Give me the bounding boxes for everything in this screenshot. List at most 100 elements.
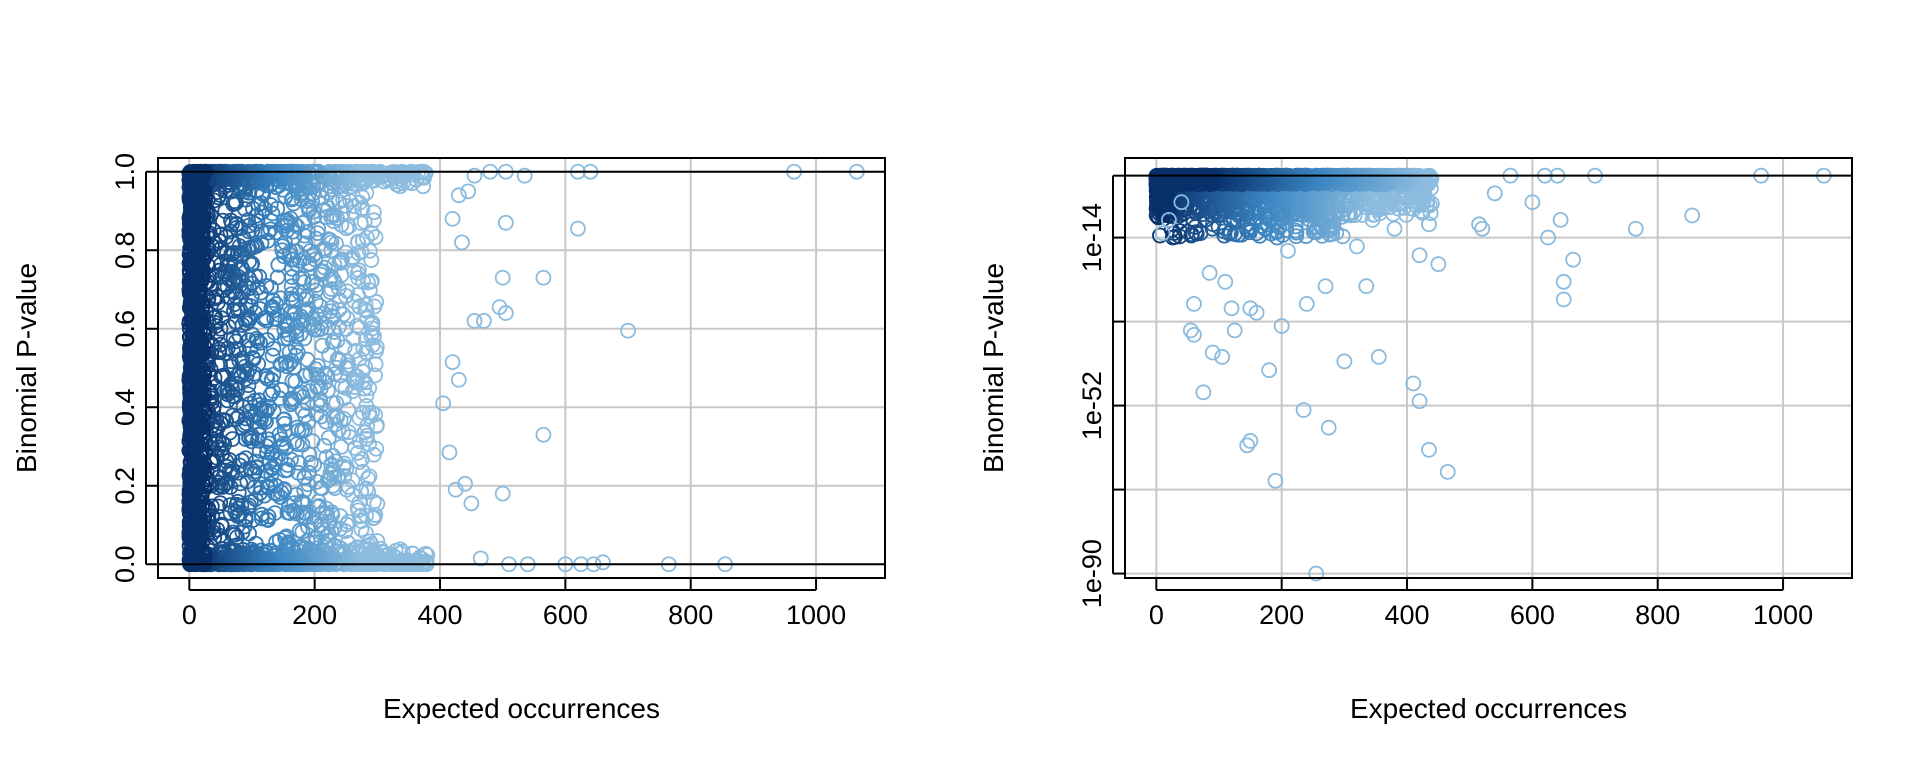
outlier-point <box>1320 419 1337 436</box>
data-point <box>283 390 300 407</box>
outlier-point <box>1486 185 1503 202</box>
y-tick-label: 0.2 <box>110 467 140 505</box>
point-cloud <box>1148 167 1832 582</box>
data-point <box>222 497 239 514</box>
data-point <box>265 383 281 399</box>
x-tick-label: 400 <box>417 600 462 630</box>
data-point <box>213 368 230 385</box>
data-point <box>259 332 276 348</box>
y-tick-label: 1e-14 <box>1077 203 1107 272</box>
data-point <box>340 218 357 235</box>
right-panel-log-scale: 0 200 400 600 800 10001e-901e-521e-14Expected… <box>978 157 1853 724</box>
data-point <box>234 524 251 541</box>
data-point <box>264 347 281 364</box>
data-point <box>364 555 380 572</box>
outlier-point <box>1552 211 1569 228</box>
data-point <box>333 438 350 455</box>
outlier-point <box>1280 242 1296 259</box>
data-point <box>305 247 322 264</box>
outlier-point <box>466 312 483 329</box>
data-point <box>273 382 290 398</box>
data-point <box>361 242 378 259</box>
data-point <box>309 396 326 413</box>
data-point <box>323 242 340 259</box>
outlier-point <box>444 210 461 227</box>
outlier-point <box>535 269 552 286</box>
data-point <box>308 406 325 423</box>
data-point <box>359 417 376 434</box>
data-point <box>283 353 300 369</box>
data-point <box>291 522 308 539</box>
data-point <box>368 294 385 310</box>
x-tick-label: 800 <box>1635 600 1680 630</box>
data-point <box>347 342 364 359</box>
data-point <box>358 303 375 320</box>
data-point <box>262 221 279 238</box>
data-point <box>212 477 229 494</box>
data-point <box>274 242 291 259</box>
outlier-point <box>494 269 511 286</box>
data-point <box>217 203 234 220</box>
data-point <box>366 328 382 345</box>
data-point <box>335 459 352 476</box>
outlier-point <box>535 426 552 443</box>
data-point <box>334 378 351 394</box>
x-tick-label: 0 <box>1149 600 1164 630</box>
data-point <box>290 454 307 471</box>
outlier-point <box>620 322 636 339</box>
data-point <box>351 350 368 367</box>
outlier-point <box>1439 463 1456 480</box>
data-point <box>356 213 373 230</box>
data-point <box>301 464 318 481</box>
data-point <box>327 416 344 433</box>
data-point <box>282 391 299 408</box>
data-point <box>365 510 382 527</box>
data-point <box>319 184 336 201</box>
data-point <box>308 366 325 383</box>
data-point <box>314 337 331 354</box>
outlier-point <box>1421 441 1437 458</box>
data-point <box>222 223 239 240</box>
outlier-point <box>454 234 470 251</box>
outlier-point <box>1226 322 1243 339</box>
data-point <box>274 438 290 455</box>
data-point <box>222 505 239 521</box>
outlier-point <box>1565 251 1582 268</box>
outlier-point <box>1471 216 1487 233</box>
data-point <box>265 403 282 420</box>
data-point <box>363 252 380 268</box>
data-point <box>357 296 374 313</box>
data-point <box>329 210 345 227</box>
data-point <box>276 248 292 265</box>
data-point <box>270 256 287 273</box>
data-point <box>340 424 357 441</box>
data-point <box>349 368 366 385</box>
data-point <box>319 367 336 384</box>
y-tick-label: 1e-52 <box>1077 371 1107 440</box>
data-point <box>342 193 359 210</box>
data-point <box>312 298 328 314</box>
data-point <box>358 507 374 524</box>
point-cloud <box>181 163 865 573</box>
y-tick-label: 0.0 <box>110 545 140 583</box>
outlier-point <box>1298 295 1315 312</box>
outlier-point <box>463 495 480 512</box>
outlier-point <box>1684 207 1701 224</box>
x-tick-label: 1000 <box>786 600 846 630</box>
data-point <box>349 233 366 250</box>
data-point <box>208 288 225 305</box>
x-axis-title: Expected occurrences <box>1350 693 1627 724</box>
data-point <box>226 302 242 319</box>
data-point <box>354 201 371 218</box>
outlier-point <box>1474 220 1491 237</box>
data-point <box>278 222 295 239</box>
data-point <box>274 238 291 255</box>
y-tick-label: 0.4 <box>110 388 140 426</box>
data-point <box>259 444 275 461</box>
outlier-point <box>441 444 458 461</box>
data-point <box>251 442 268 459</box>
outlier-point <box>1217 273 1234 290</box>
outlier-point <box>444 354 461 371</box>
data-point <box>209 294 226 311</box>
